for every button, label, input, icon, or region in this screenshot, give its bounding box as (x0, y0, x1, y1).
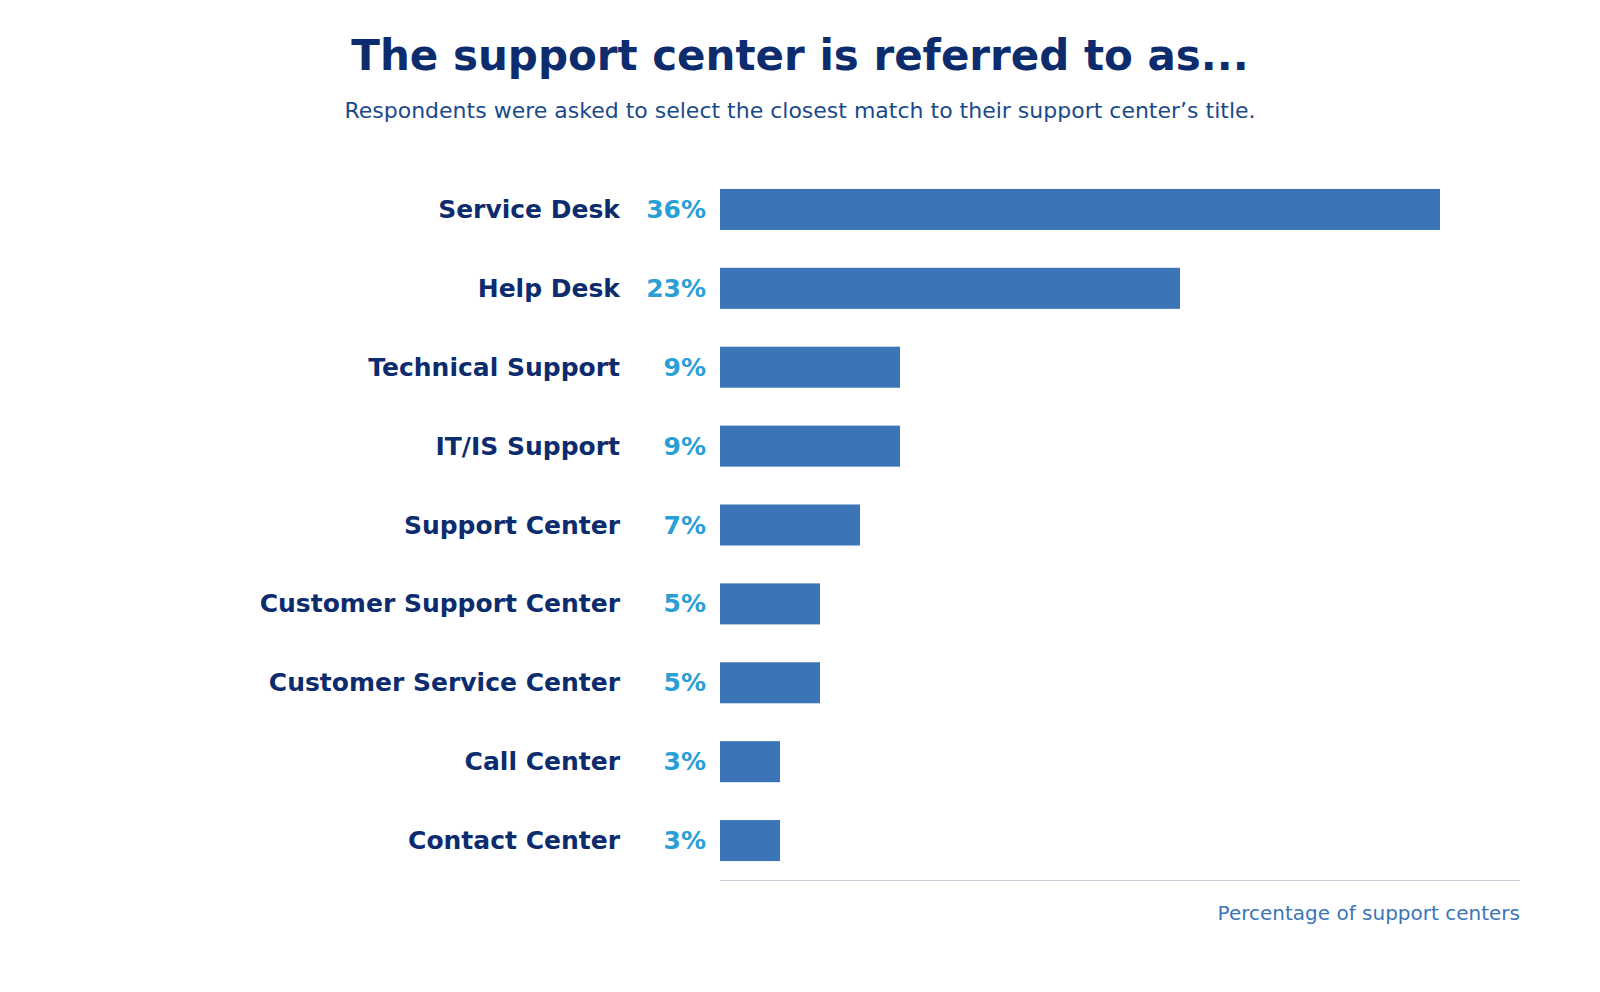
category-label: Call Center (465, 747, 621, 776)
bar (720, 347, 900, 388)
chart-container: The support center is referred to as... R… (0, 0, 1600, 992)
bar (720, 504, 860, 545)
background (0, 0, 1600, 992)
data-label: 3% (664, 747, 706, 776)
title: The support center is referred to as... (351, 31, 1248, 80)
data-label: 5% (664, 589, 706, 618)
data-label: 9% (664, 432, 706, 461)
bar (720, 426, 900, 467)
category-label: Help Desk (478, 274, 622, 303)
bars (720, 189, 1440, 861)
bar (720, 820, 780, 861)
category-label: Contact Center (408, 826, 621, 855)
data-label: 9% (664, 353, 706, 382)
subtitle: Respondents were asked to select the clo… (344, 98, 1255, 123)
data-label: 23% (646, 274, 706, 303)
data-label: 36% (646, 195, 706, 224)
data-label: 3% (664, 826, 706, 855)
labels: 36% Service Desk 23% Help Desk 9% Technical S… (260, 195, 706, 855)
axis-line (720, 880, 1520, 881)
category-label: Service Desk (438, 195, 621, 224)
bar (720, 189, 1440, 230)
axis-label: Percentage of support centers (1218, 901, 1520, 925)
bar (720, 583, 820, 624)
category-label: Support Center (404, 511, 621, 540)
category-label: IT/IS Support (435, 432, 620, 461)
category-label: Technical Support (368, 353, 620, 382)
data-label: 5% (664, 668, 706, 697)
bar (720, 662, 820, 703)
bar (720, 741, 780, 782)
category-label: Customer Support Center (260, 589, 621, 618)
bar (720, 268, 1180, 309)
category-label: Customer Service Center (269, 668, 621, 697)
chart: The support center is referred to as... R… (0, 0, 1600, 992)
data-label: 7% (664, 511, 706, 540)
